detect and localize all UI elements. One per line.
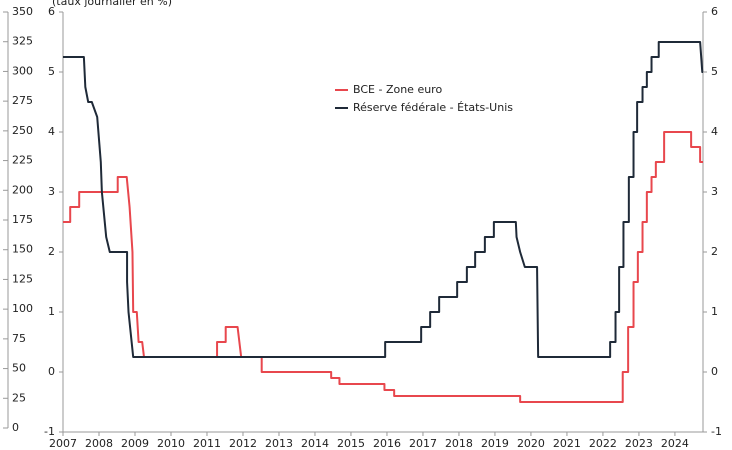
- y2-tick-label: 4: [711, 125, 718, 138]
- series-line: [63, 41, 704, 358]
- chart-subtitle: (taux journalier en %): [52, 0, 172, 8]
- outer-tick-label: 0: [12, 421, 19, 434]
- y2-tick-label: 3: [711, 185, 718, 198]
- y-tick-label: 4: [48, 125, 55, 138]
- y-tick-label: 2: [48, 245, 55, 258]
- outer-tick-label: 25: [12, 391, 26, 404]
- x-tick-label: 2009: [121, 437, 149, 450]
- x-tick-label: 2012: [229, 437, 257, 450]
- outer-tick-label: 325: [12, 35, 33, 48]
- y-tick-label: -1: [44, 425, 55, 438]
- outer-tick-label: 300: [12, 64, 33, 77]
- x-tick-label: 2023: [625, 437, 653, 450]
- y-tick-label: 3: [48, 185, 55, 198]
- x-tick-label: 2020: [517, 437, 545, 450]
- y2-tick-label: 5: [711, 65, 718, 78]
- x-tick-label: 2021: [553, 437, 581, 450]
- outer-tick-label: 125: [12, 272, 33, 285]
- y2-tick-label: 1: [711, 305, 718, 318]
- y-tick-label: 6: [48, 5, 55, 18]
- legend-label: BCE - Zone euro: [353, 83, 442, 96]
- outer-tick-label: 50: [12, 362, 26, 375]
- y-tick-label: 5: [48, 65, 55, 78]
- outer-tick-label: 250: [12, 124, 33, 137]
- x-tick-label: 2018: [445, 437, 473, 450]
- outer-tick-label: 175: [12, 213, 33, 226]
- x-tick-label: 2008: [85, 437, 113, 450]
- x-tick-label: 2011: [193, 437, 221, 450]
- y2-tick-label: -1: [711, 425, 722, 438]
- x-tick-label: 2017: [409, 437, 437, 450]
- outer-tick-label: 75: [12, 332, 26, 345]
- outer-tick-label: 150: [12, 243, 33, 256]
- series-line: [63, 131, 703, 403]
- legend-label: Réserve fédérale - États-Unis: [353, 101, 513, 114]
- outer-tick-label: 100: [12, 302, 33, 315]
- x-tick-label: 2013: [265, 437, 293, 450]
- y2-tick-label: 2: [711, 245, 718, 258]
- outer-tick-label: 275: [12, 94, 33, 107]
- y2-tick-label: 6: [711, 5, 718, 18]
- x-tick-label: 2019: [481, 437, 509, 450]
- x-tick-label: 2016: [373, 437, 401, 450]
- outer-tick-label: 200: [12, 183, 33, 196]
- x-tick-label: 2015: [337, 437, 365, 450]
- y-tick-label: 0: [48, 365, 55, 378]
- outer-tick-label: 225: [12, 154, 33, 167]
- x-tick-label: 2024: [661, 437, 689, 450]
- x-tick-label: 2022: [589, 437, 617, 450]
- y2-tick-label: 0: [711, 365, 718, 378]
- y-tick-label: 1: [48, 305, 55, 318]
- x-tick-label: 2014: [301, 437, 329, 450]
- outer-tick-label: 350: [12, 5, 33, 18]
- x-tick-label: 2007: [49, 437, 77, 450]
- x-tick-label: 2010: [157, 437, 185, 450]
